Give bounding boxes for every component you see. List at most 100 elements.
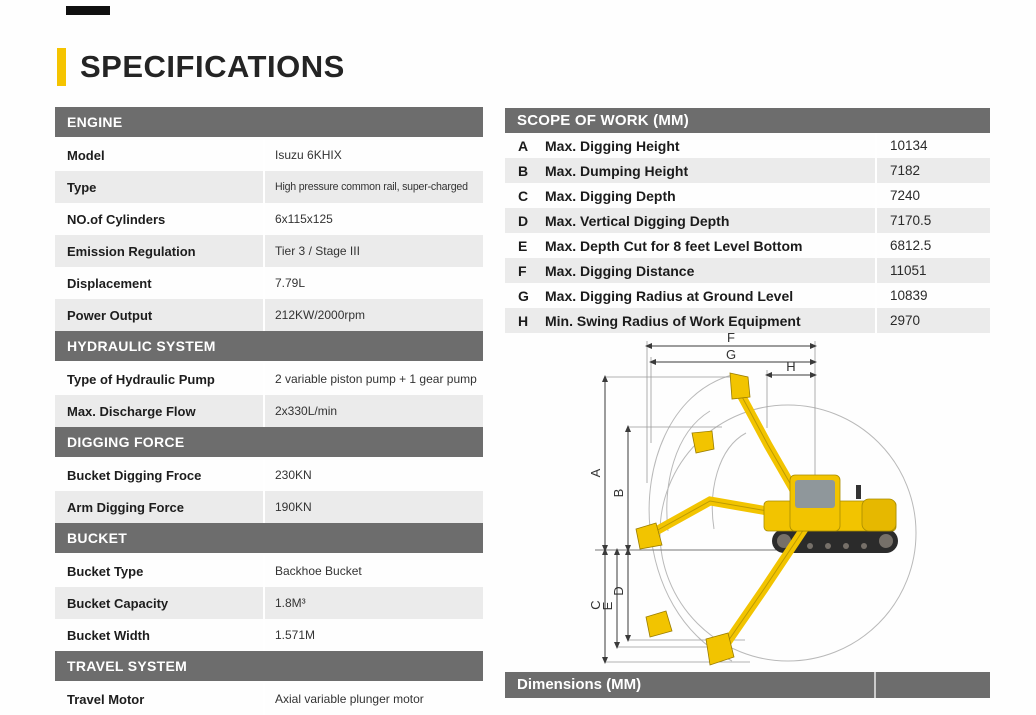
scope-label: Max. Depth Cut for 8 feet Level Bottom [545,237,803,254]
scope-row: G Max. Digging Radius at Ground Level 10… [505,283,990,308]
buckets [635,372,751,666]
scope-key: F [518,262,527,279]
scope-label: Max. Digging Radius at Ground Level [545,287,794,304]
dim-label-f: F [727,333,735,345]
spec-value: 6x115x125 [263,203,483,235]
scope-key: B [518,162,529,179]
spec-value: 1.571M [263,619,483,651]
scope-row: F Max. Digging Distance 11051 [505,258,990,283]
dim-label-d: D [611,586,626,595]
spec-label: Max. Discharge Flow [67,403,196,419]
spec-label: Type [67,179,97,195]
spec-row: Bucket Type Backhoe Bucket [55,555,483,587]
spec-value: 212KW/2000rpm [263,299,483,331]
spec-value: Backhoe Bucket [263,555,483,587]
scope-value: 11051 [875,258,990,283]
scope-value: 10134 [875,133,990,158]
scope-row: D Max. Vertical Digging Depth 7170.5 [505,208,990,233]
dimension-lines [602,343,817,664]
spec-label: Bucket Type [67,563,144,579]
scope-key: E [518,237,528,254]
scope-key: H [518,312,529,329]
spec-row: Emission Regulation Tier 3 / Stage III [55,235,483,267]
spec-row: Displacement 7.79L [55,267,483,299]
spec-label: Displacement [67,275,152,291]
spec-value: High pressure common rail, super-charged [263,171,483,203]
spec-row: Type of Hydraulic Pump 2 variable piston… [55,363,483,395]
scope-value: 7182 [875,158,990,183]
dim-label-e: E [600,601,615,610]
dim-label-b: B [611,489,626,498]
spec-table: ENGINE Model Isuzu 6KHIX Type High press… [55,107,483,715]
page-title-block: SPECIFICATIONS [57,46,345,88]
spec-row: Model Isuzu 6KHIX [55,139,483,171]
scope-label: Max. Digging Distance [545,262,695,279]
scope-key: G [518,287,529,304]
scope-value: 2970 [875,308,990,333]
excavator-range-drawing: F G H A B C E D [588,333,917,666]
top-left-mark [66,6,110,15]
scope-value: 10839 [875,283,990,308]
dim-label-h: H [786,359,795,374]
dim-label-g: G [726,347,736,362]
spec-row: Power Output 212KW/2000rpm [55,299,483,331]
dimension-labels: F G H A B C E D [588,333,796,610]
scope-value: 6812.5 [875,233,990,258]
spec-label: Bucket Capacity [67,595,169,611]
accent-bar [57,48,66,86]
scope-label: Max. Dumping Height [545,162,689,179]
scope-row: A Max. Digging Height 10134 [505,133,990,158]
spec-label: Model [67,147,105,163]
spec-row: Travel Motor Axial variable plunger moto… [55,683,483,715]
spec-value: 230KN [263,459,483,491]
spec-value: 2 variable piston pump + 1 gear pump [263,363,483,395]
scope-label: Max. Digging Depth [545,187,676,204]
scope-key: D [518,212,529,229]
spec-label: Type of Hydraulic Pump [67,371,215,387]
section-header-hydraulic: HYDRAULIC SYSTEM [55,331,483,361]
dimensions-header-divider [874,672,876,698]
section-header-travel-system: TRAVEL SYSTEM [55,651,483,681]
spec-value: Isuzu 6KHIX [263,139,483,171]
spec-row: Arm Digging Force 190KN [55,491,483,523]
section-header-digging-force: DIGGING FORCE [55,427,483,457]
spec-label: Bucket Digging Froce [67,467,202,483]
spec-row: NO.of Cylinders 6x115x125 [55,203,483,235]
scope-value: 7240 [875,183,990,208]
spec-sheet-page: { "title": "SPECIFICATIONS", "left_panel… [55,6,992,707]
excavator-body [763,474,897,532]
section-header-engine: ENGINE [55,107,483,137]
spec-row: Bucket Capacity 1.8M³ [55,587,483,619]
scope-row: B Max. Dumping Height 7182 [505,158,990,183]
dim-label-a: A [588,468,603,477]
scope-header: SCOPE OF WORK (MM) [505,108,990,133]
spec-value: 7.79L [263,267,483,299]
spec-row: Type High pressure common rail, super-ch… [55,171,483,203]
section-header-bucket: BUCKET [55,523,483,553]
working-range-diagram: F G H A B C E D [560,333,992,671]
spec-label: Travel Motor [67,691,145,707]
spec-label: Emission Regulation [67,243,196,259]
spec-label: Bucket Width [67,627,150,643]
scope-label: Min. Swing Radius of Work Equipment [545,312,801,329]
spec-label: Power Output [67,307,153,323]
spec-value: Tier 3 / Stage III [263,235,483,267]
dim-label-c: C [588,600,603,609]
dimensions-header: Dimensions (MM) [505,672,990,698]
spec-value: 1.8M³ [263,587,483,619]
scope-label: Max. Digging Height [545,137,680,154]
scope-key: A [518,137,529,154]
spec-value: 2x330L/min [263,395,483,427]
page-title: SPECIFICATIONS [80,49,345,84]
spec-value: 190KN [263,491,483,523]
scope-row: C Max. Digging Depth 7240 [505,183,990,208]
scope-label: Max. Vertical Digging Depth [545,212,730,229]
scope-row: E Max. Depth Cut for 8 feet Level Bottom… [505,233,990,258]
spec-row: Max. Discharge Flow 2x330L/min [55,395,483,427]
spec-row: Bucket Digging Froce 230KN [55,459,483,491]
scope-of-work-table: SCOPE OF WORK (MM) A Max. Digging Height… [505,108,990,333]
spec-label: Arm Digging Force [67,499,185,515]
spec-value: Axial variable plunger motor [263,683,483,715]
scope-row: H Min. Swing Radius of Work Equipment 29… [505,308,990,333]
scope-value: 7170.5 [875,208,990,233]
